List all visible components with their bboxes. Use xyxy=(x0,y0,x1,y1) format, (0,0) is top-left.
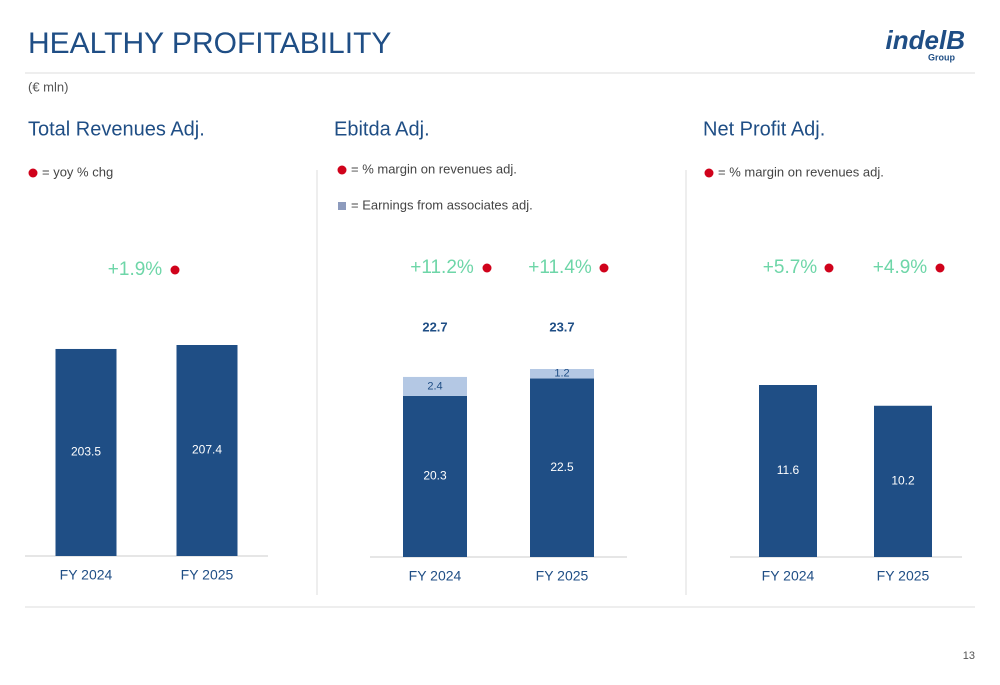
legend-label: = % margin on revenues adj. xyxy=(718,164,884,179)
annotation: +11.2% xyxy=(410,257,474,278)
data-label: 207.4 xyxy=(192,443,222,457)
x-tick-label: FY 2024 xyxy=(409,568,462,584)
total-label: 23.7 xyxy=(549,319,574,334)
annotation: +5.7% xyxy=(763,257,818,278)
slide-title: HEALTHY PROFITABILITY xyxy=(28,27,391,60)
data-label: 22.5 xyxy=(550,460,574,474)
data-label: 203.5 xyxy=(71,445,101,459)
page-number: 13 xyxy=(963,650,975,662)
annotation-dot xyxy=(824,263,834,273)
data-label: 10.2 xyxy=(891,474,915,488)
annotation: +4.9% xyxy=(873,257,928,278)
bar-segment xyxy=(759,385,817,557)
annotation: +11.4% xyxy=(528,257,592,278)
annotation: +1.9% xyxy=(108,259,163,280)
total-label: 22.7 xyxy=(422,319,447,334)
annotation-dot xyxy=(599,263,609,273)
data-label: 20.3 xyxy=(423,469,447,483)
chart-title: Total Revenues Adj. xyxy=(28,118,205,140)
bar-segment xyxy=(403,376,467,396)
x-tick-label: FY 2024 xyxy=(60,567,113,583)
bar-segment xyxy=(530,378,594,557)
annotation-dot xyxy=(935,263,945,273)
bar-segment xyxy=(530,369,594,379)
bar-segment xyxy=(874,405,932,557)
legend-label: = Earnings from associates adj. xyxy=(351,197,533,212)
legend-dot xyxy=(704,168,714,178)
data-label: 11.6 xyxy=(777,463,800,477)
bar-segment xyxy=(403,395,467,557)
logo-sub: Group xyxy=(928,52,955,62)
unit-label: (€ mln) xyxy=(28,79,68,94)
chart-title: Net Profit Adj. xyxy=(703,118,825,140)
x-tick-label: FY 2024 xyxy=(762,568,815,584)
chart-title: Ebitda Adj. xyxy=(334,118,430,140)
logo: indelB xyxy=(886,25,965,55)
annotation-dot xyxy=(170,265,180,275)
legend-label: = % margin on revenues adj. xyxy=(351,161,517,176)
data-label: 2.4 xyxy=(427,380,442,392)
x-tick-label: FY 2025 xyxy=(536,568,589,584)
x-tick-label: FY 2025 xyxy=(181,567,234,583)
annotation-dot xyxy=(482,263,492,273)
data-label: 1.2 xyxy=(554,368,569,380)
legend-swatch xyxy=(338,202,346,210)
bar-segment xyxy=(176,345,238,556)
legend-dot xyxy=(337,165,347,175)
bar-segment xyxy=(55,348,117,556)
legend-dot xyxy=(28,168,38,178)
x-tick-label: FY 2025 xyxy=(877,568,930,584)
legend-label: = yoy % chg xyxy=(42,164,113,179)
